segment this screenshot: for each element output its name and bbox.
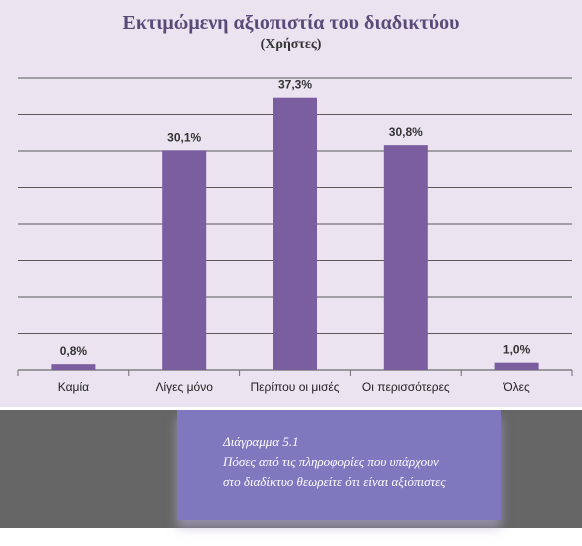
caption-question-line-2: στο διαδίκτυο θεωρείτε ότι είναι αξιόπισ…	[223, 474, 446, 489]
figure-caption: Διάγραμμα 5.1 Πόσες από τις πληροφορίες …	[177, 410, 501, 520]
bar-5	[494, 362, 539, 370]
data-label-1: 0,8%	[60, 344, 88, 358]
category-label-4: Οι περισσότερες	[362, 380, 450, 394]
labels: 0,8% Καμία 30,1% Λίγες μόνο 37,3% Περίπου οι …	[58, 78, 531, 394]
bar-4	[383, 145, 428, 370]
bar-chart: 0,8% Καμία 30,1% Λίγες μόνο 37,3% Περίπου οι …	[17, 77, 573, 394]
category-label-2: Λίγες μόνο	[155, 380, 213, 394]
bars	[51, 97, 539, 371]
bar-2	[162, 150, 207, 370]
bar-3	[273, 97, 317, 371]
category-label-1: Καμία	[58, 380, 89, 394]
chart-title: Εκτιμώμενη αξιοπιστία του διαδικτύου	[122, 12, 460, 34]
data-label-5: 1,0%	[503, 343, 531, 357]
category-label-3: Περίπου οι μισές	[251, 380, 340, 394]
caption-figure-number: Διάγραμμα 5.1	[223, 434, 299, 449]
data-label-2: 30,1%	[167, 130, 201, 144]
caption-question-line-1: Πόσες από τις πληροφορίες που υπάρχουν	[223, 454, 439, 469]
data-label-4: 30,8%	[389, 125, 423, 139]
chart-panel: Εκτιμώμενη αξιοπιστία του διαδικτύου (Χρ…	[0, 0, 582, 407]
bar-1	[51, 364, 96, 370]
data-label-3: 37,3%	[278, 78, 312, 92]
category-label-5: Όλες	[502, 380, 530, 394]
chart-subtitle: (Χρήστες)	[260, 37, 322, 52]
